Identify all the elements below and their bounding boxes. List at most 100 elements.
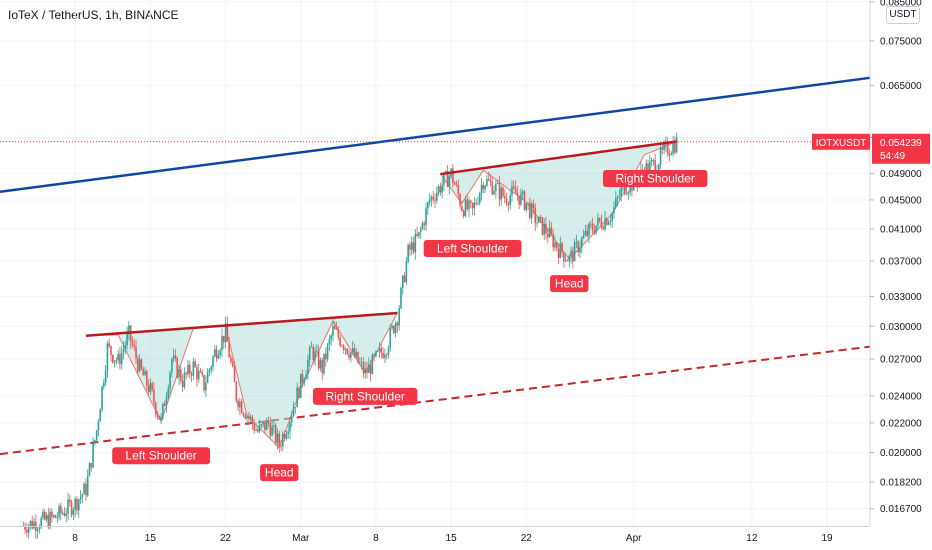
- candle-body: [559, 242, 562, 258]
- y-tick-label: 0.065000: [880, 81, 922, 92]
- candle-body: [94, 439, 96, 444]
- candle-body: [183, 372, 186, 388]
- annotation-label[interactable]: Left Shoulder: [423, 240, 522, 258]
- candle-body: [310, 346, 313, 348]
- candle-body: [169, 372, 171, 389]
- annotation-bg: [602, 170, 708, 188]
- candle-body: [278, 433, 281, 447]
- candle-body: [197, 371, 200, 380]
- candle-body: [597, 217, 599, 226]
- candle-body: [400, 287, 402, 309]
- candle-body: [615, 198, 617, 208]
- candle-body: [350, 352, 352, 358]
- candle-body: [496, 182, 499, 184]
- candle-body: [385, 354, 388, 356]
- candle-body: [273, 425, 275, 427]
- candle-body: [137, 358, 139, 372]
- candle-body: [353, 348, 356, 357]
- candle-body: [387, 347, 390, 355]
- candle-body: [568, 255, 571, 262]
- candle-body: [504, 196, 506, 199]
- candle-body: [557, 248, 560, 258]
- candle-body: [367, 364, 370, 373]
- candle-body: [221, 335, 223, 351]
- candle-body: [437, 186, 440, 193]
- upper-channel-line[interactable]: [0, 76, 871, 193]
- candle-body: [439, 186, 442, 193]
- candle-body: [142, 368, 145, 376]
- x-tick-label: 22: [521, 533, 533, 544]
- candle-body: [529, 202, 531, 219]
- annotation-label[interactable]: Head: [260, 464, 299, 482]
- candle-body: [283, 433, 286, 439]
- candle-body: [253, 423, 255, 431]
- candle-body: [550, 227, 553, 234]
- candle-body: [521, 191, 524, 194]
- candle-body: [43, 511, 46, 520]
- annotation-label[interactable]: Head: [550, 275, 589, 293]
- y-tick-label: 0.085000: [880, 0, 922, 8]
- candle-body: [65, 513, 68, 516]
- y-tick-label: 0.037000: [880, 256, 922, 267]
- candle-body: [401, 275, 404, 288]
- candle-body: [248, 416, 250, 419]
- candle-body: [192, 361, 195, 376]
- candle-body: [328, 339, 331, 345]
- currency-button[interactable]: USDT: [886, 6, 920, 24]
- chart-title: IoTeX / TetherUS, 1h, BINANCE: [8, 8, 179, 22]
- annotation-label[interactable]: Right Shoulder: [312, 387, 418, 405]
- candle-body: [455, 184, 458, 186]
- candle-body: [607, 221, 610, 225]
- lower-channel-group: [0, 345, 871, 456]
- candle-body: [396, 322, 399, 326]
- candle-body: [115, 360, 118, 362]
- candle-body: [371, 354, 374, 374]
- candle-body: [514, 188, 517, 193]
- candle-body: [262, 422, 264, 425]
- candle-body: [178, 369, 180, 378]
- candle-body: [235, 381, 238, 401]
- candle-body: [351, 348, 354, 353]
- head-shoulders-fill-1: [85, 313, 398, 448]
- candle-body: [552, 233, 554, 248]
- candle-body: [555, 242, 558, 249]
- candle-body: [384, 354, 386, 358]
- candle-body: [312, 346, 315, 361]
- candle-body: [147, 385, 150, 392]
- candle-body: [393, 325, 395, 333]
- annotation-label[interactable]: Right Shoulder: [602, 170, 708, 188]
- lower-channel-line[interactable]: [0, 345, 871, 456]
- candle-body: [181, 381, 184, 388]
- candle-body: [267, 420, 270, 423]
- x-tick-label: 12: [746, 533, 758, 544]
- candle-body: [314, 351, 316, 361]
- annotation-label[interactable]: Left Shoulder: [112, 447, 211, 465]
- candle-body: [543, 223, 545, 235]
- annotation-bg: [312, 387, 418, 405]
- candle-body: [332, 325, 334, 336]
- candle-body: [378, 348, 381, 352]
- candle-body: [412, 242, 415, 253]
- neckline-2[interactable]: [440, 140, 677, 176]
- candle-body: [323, 353, 325, 374]
- candle-body: [26, 529, 28, 533]
- candle-body: [507, 203, 510, 205]
- annotation-bg: [423, 240, 522, 258]
- candle-body: [534, 207, 537, 224]
- candle-body: [575, 241, 578, 243]
- candle-body: [151, 383, 153, 390]
- candle-body: [532, 203, 535, 208]
- candle-body: [51, 511, 53, 517]
- candle-body: [81, 494, 84, 497]
- candle-body: [131, 341, 134, 345]
- neckline-1[interactable]: [85, 311, 398, 337]
- x-tick-label: 15: [446, 533, 458, 544]
- candle-body: [214, 349, 216, 357]
- candle-body: [47, 514, 50, 528]
- candle-body: [482, 184, 485, 190]
- candle-body: [572, 250, 574, 262]
- candle-body: [104, 370, 107, 383]
- candle-body: [620, 187, 622, 196]
- candle-body: [595, 225, 597, 234]
